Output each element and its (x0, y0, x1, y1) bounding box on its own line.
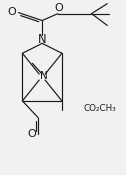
Text: N: N (40, 71, 48, 81)
Text: O: O (27, 129, 36, 139)
Text: O: O (7, 7, 16, 17)
Text: O: O (55, 3, 63, 13)
Text: CO₂CH₃: CO₂CH₃ (84, 104, 116, 113)
Text: N: N (38, 33, 46, 46)
